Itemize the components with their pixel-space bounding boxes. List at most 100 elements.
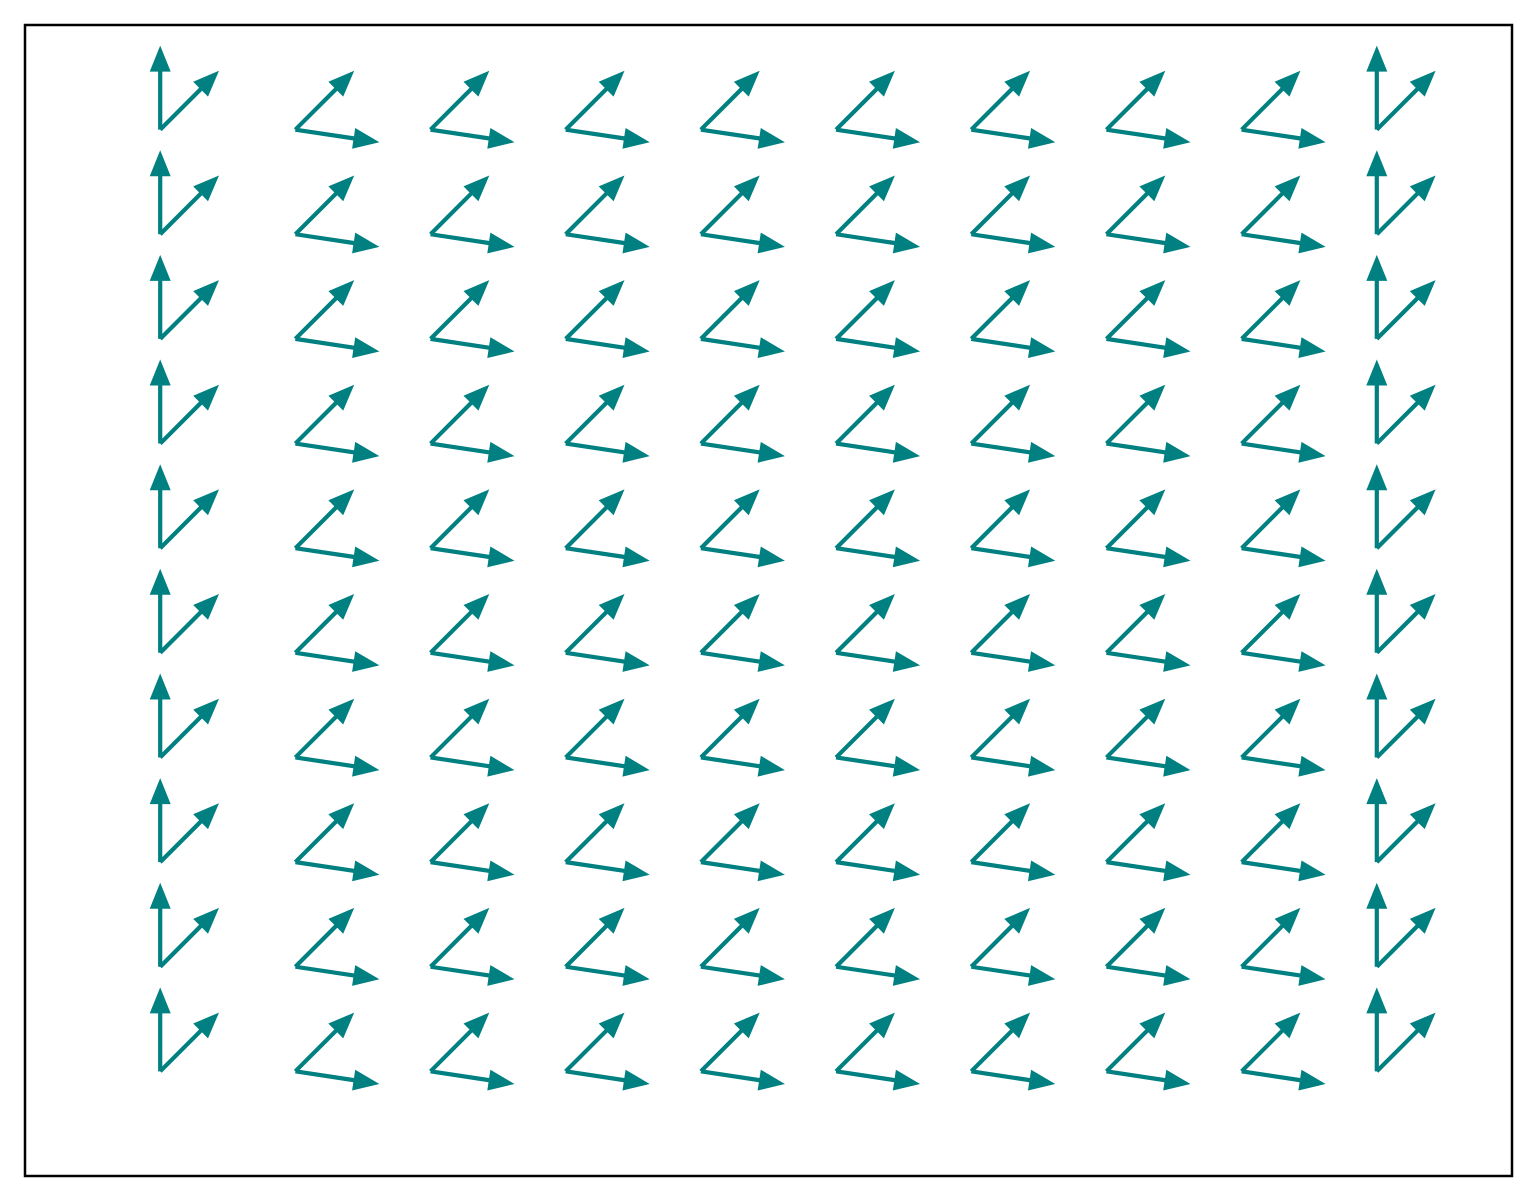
arrow-s2-c3-r3	[429, 803, 490, 864]
arrow-s2-c2-r2	[293, 907, 355, 969]
arrow-s2-c1-r4	[158, 698, 219, 759]
arrow-s1-c5-r9	[700, 232, 785, 254]
arrow-s1-c8-r2	[1106, 964, 1191, 986]
arrow-s1-c9-r10	[1241, 127, 1326, 149]
arrow-s2-c10-r5	[1375, 594, 1436, 655]
arrow-s2-c6-r4	[834, 698, 895, 759]
arrow-s2-c2-r10	[293, 70, 355, 132]
arrow-s2-c1-r6	[158, 489, 219, 550]
arrow-s1-c4-r10	[565, 127, 650, 149]
arrow-s2-c3-r2	[429, 907, 490, 969]
arrow-s1-c2-r4	[295, 755, 380, 777]
arrow-s1-c7-r5	[971, 650, 1056, 672]
arrow-s1-c10-r2	[1366, 882, 1388, 967]
arrow-s1-c5-r1	[700, 1069, 785, 1091]
arrow-s1-c8-r7	[1106, 441, 1191, 463]
arrow-s1-c6-r1	[835, 1069, 921, 1091]
arrow-s2-c4-r4	[564, 698, 625, 759]
arrow-s2-c7-r1	[969, 1012, 1031, 1073]
arrow-s1-c1-r5	[149, 568, 171, 653]
arrow-s2-c1-r1	[158, 1012, 219, 1073]
arrow-s2-c1-r10	[158, 70, 219, 132]
arrow-s2-c6-r5	[834, 594, 895, 655]
arrow-s2-c7-r10	[969, 70, 1031, 132]
arrow-s1-c7-r4	[971, 755, 1056, 777]
arrow-s2-c3-r4	[429, 698, 490, 759]
arrow-s1-c2-r3	[295, 860, 380, 882]
arrow-s1-c9-r7	[1241, 441, 1326, 463]
arrow-s1-c9-r6	[1241, 546, 1326, 568]
arrow-s1-c9-r1	[1241, 1069, 1326, 1091]
arrow-s2-c4-r9	[564, 175, 625, 236]
arrow-s2-c3-r1	[429, 1012, 490, 1073]
arrow-s1-c5-r7	[700, 441, 785, 463]
arrow-s1-c6-r7	[835, 441, 921, 463]
arrow-s1-c3-r10	[430, 127, 515, 149]
arrow-s2-c2-r1	[293, 1012, 355, 1073]
arrow-s2-c3-r8	[429, 280, 490, 341]
arrow-s2-c3-r7	[429, 384, 490, 445]
arrow-s1-c8-r8	[1106, 336, 1191, 358]
arrow-s1-c7-r7	[971, 441, 1056, 463]
arrow-s2-c10-r1	[1375, 1012, 1436, 1073]
arrow-s2-c1-r5	[158, 594, 219, 655]
arrow-s2-c8-r10	[1105, 70, 1166, 132]
arrow-s1-c6-r4	[835, 755, 921, 777]
arrow-s1-c3-r2	[430, 964, 515, 986]
arrow-s1-c8-r1	[1106, 1069, 1191, 1091]
arrow-s1-c4-r5	[565, 650, 650, 672]
arrow-s2-c6-r3	[834, 803, 895, 864]
arrow-s2-c1-r3	[158, 803, 219, 864]
arrow-s1-c5-r8	[700, 336, 785, 358]
arrow-s2-c3-r6	[429, 489, 490, 550]
arrow-s1-c5-r3	[700, 860, 785, 882]
arrow-s1-c10-r7	[1366, 359, 1388, 444]
arrow-s2-c10-r7	[1375, 384, 1436, 445]
arrow-s2-c7-r9	[969, 175, 1031, 236]
arrow-s2-c5-r8	[699, 280, 760, 341]
arrow-s2-c8-r6	[1105, 489, 1166, 550]
arrow-s2-c10-r4	[1375, 698, 1436, 759]
arrow-s1-c6-r3	[835, 860, 921, 882]
arrow-s2-c9-r3	[1240, 803, 1301, 864]
arrow-s1-c10-r10	[1366, 45, 1388, 130]
arrow-s1-c3-r4	[430, 755, 515, 777]
arrow-s2-c4-r6	[564, 489, 625, 550]
arrow-s2-c10-r6	[1375, 489, 1436, 550]
arrow-s1-c4-r7	[565, 441, 650, 463]
arrow-s1-c1-r4	[149, 673, 171, 758]
plot-frame	[23, 23, 1514, 1178]
arrow-s2-c4-r1	[564, 1012, 625, 1073]
arrow-s1-c3-r7	[430, 441, 515, 463]
arrow-s1-c10-r8	[1366, 254, 1388, 339]
arrow-s2-c6-r2	[834, 907, 895, 969]
arrow-s1-c1-r10	[149, 45, 171, 130]
arrow-s1-c2-r6	[295, 546, 380, 568]
arrow-s1-c3-r6	[430, 546, 515, 568]
arrow-s1-c3-r3	[430, 860, 515, 882]
arrow-s1-c9-r8	[1241, 336, 1326, 358]
arrow-s2-c10-r9	[1375, 175, 1436, 236]
arrow-s2-c6-r8	[834, 280, 895, 341]
arrow-s2-c1-r8	[158, 280, 219, 341]
arrow-s2-c6-r9	[834, 175, 895, 236]
arrow-s1-c8-r5	[1106, 650, 1191, 672]
arrow-s1-c1-r9	[149, 150, 171, 235]
arrow-s1-c10-r3	[1366, 778, 1388, 863]
arrow-s1-c10-r1	[1366, 987, 1388, 1072]
arrow-s1-c1-r3	[149, 778, 171, 863]
arrow-s1-c7-r2	[971, 964, 1056, 986]
arrow-s1-c2-r5	[295, 650, 380, 672]
arrow-s2-c5-r6	[699, 489, 760, 550]
arrow-s2-c2-r3	[293, 803, 355, 864]
arrow-s2-c1-r7	[158, 384, 219, 445]
arrow-s2-c7-r4	[969, 698, 1031, 759]
arrow-s1-c2-r7	[295, 441, 380, 463]
arrow-s2-c5-r9	[699, 175, 760, 236]
arrow-s2-c8-r5	[1105, 594, 1166, 655]
arrow-s1-c1-r1	[149, 987, 171, 1072]
arrow-s1-c2-r8	[295, 336, 380, 358]
arrow-s1-c2-r10	[295, 127, 380, 149]
arrow-s1-c3-r8	[430, 336, 515, 358]
